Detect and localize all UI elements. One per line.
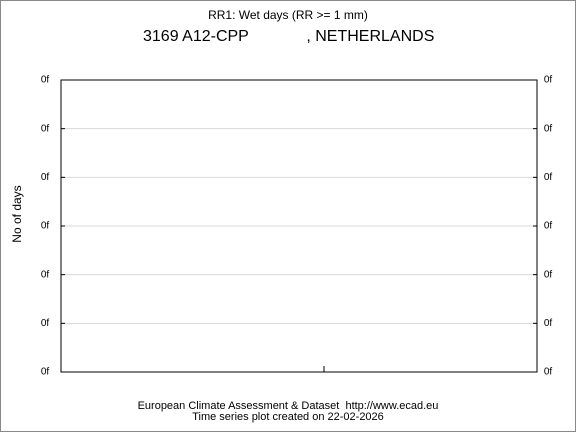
y-tick-label: 0f bbox=[41, 123, 50, 134]
y-tick-label-right: 0f bbox=[544, 172, 553, 183]
y-tick-label: 0f bbox=[41, 269, 50, 280]
chart-title: RR1: Wet days (RR >= 1 mm) bbox=[208, 8, 368, 22]
y-tick-label-right: 0f bbox=[544, 367, 553, 378]
y-tick-label-right: 0f bbox=[544, 75, 553, 86]
y-tick-label-right: 0f bbox=[544, 318, 553, 329]
y-tick-label-right: 0f bbox=[544, 123, 553, 134]
y-tick-label: 0f bbox=[41, 367, 50, 378]
footer: European Climate Assessment & Dataset ht… bbox=[138, 400, 439, 412]
y-tick-label-right: 0f bbox=[544, 269, 553, 280]
y-tick-label: 0f bbox=[41, 172, 50, 183]
y-tick-label: 0f bbox=[41, 318, 50, 329]
y-tick-label-right: 0f bbox=[544, 221, 553, 232]
y-tick-label: 0f bbox=[41, 75, 50, 86]
y-axis-label: No of days bbox=[10, 185, 24, 242]
y-tick-label: 0f bbox=[41, 221, 50, 232]
footer: Time series plot created on 22-02-2026 bbox=[192, 411, 384, 423]
chart-subtitle: 3169 A12-CPP , NETHERLANDS bbox=[143, 28, 434, 45]
